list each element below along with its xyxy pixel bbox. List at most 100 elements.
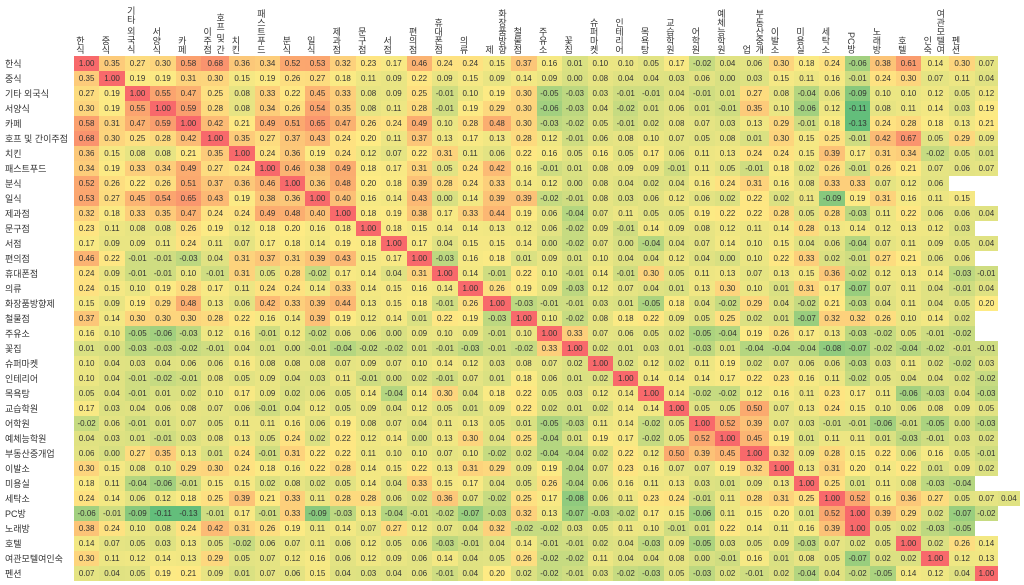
heatmap-cell: 0.13 [794, 401, 819, 416]
heatmap-cell: 0.19 [458, 101, 483, 116]
heatmap-cell: 0.18 [356, 236, 381, 251]
heatmap-cell: 0.01 [870, 431, 895, 446]
heatmap-cell: 0.09 [769, 536, 794, 551]
heatmap-cell: 0.33 [280, 506, 305, 521]
heatmap-cell: -0.02 [305, 326, 330, 341]
heatmap-cell: 0.05 [975, 401, 998, 416]
heatmap-cell: -0.01 [949, 341, 974, 356]
heatmap-cell: 0.05 [949, 146, 974, 161]
heatmap-cell: 0.07 [458, 371, 483, 386]
heatmap-cell: 0.26 [511, 551, 536, 566]
heatmap-cell: 0.14 [356, 281, 381, 296]
heatmap-cell: 0.03 [562, 521, 587, 536]
heatmap-cell: -0.09 [305, 506, 330, 521]
row-header: 일식 [4, 191, 74, 206]
heatmap-cell: -0.06 [870, 416, 895, 431]
heatmap-cell: 0.15 [458, 71, 483, 86]
heatmap-cell: 0.28 [819, 446, 844, 461]
heatmap-cell: 0.02 [588, 446, 613, 461]
heatmap-cell: -0.01 [255, 446, 280, 461]
heatmap-cell: 0.22 [896, 206, 921, 221]
heatmap-cell: 0.06 [949, 161, 974, 176]
heatmap-cell: 0.07 [975, 161, 998, 176]
heatmap-cell: 0.12 [280, 551, 305, 566]
heatmap-cell: 0.07 [870, 281, 895, 296]
heatmap-cell: 0.01 [769, 311, 794, 326]
heatmap-cell: 0.05 [794, 206, 819, 221]
heatmap-cell: 1.00 [432, 266, 457, 281]
heatmap-cell: 0.10 [588, 251, 613, 266]
heatmap-cell: 0.08 [280, 356, 305, 371]
heatmap-cell: 0.12 [537, 131, 562, 146]
heatmap-cell: 0.06 [949, 251, 974, 266]
heatmap-cell: 0.00 [949, 416, 974, 431]
heatmap-cell: 0.47 [125, 116, 150, 131]
heatmap-cell: 0.15 [769, 71, 794, 86]
heatmap-cell: 0.14 [458, 221, 483, 236]
heatmap-cell: 0.11 [715, 506, 740, 521]
heatmap-cell: 0.32 [845, 311, 870, 326]
heatmap-cell: 0.15 [407, 221, 432, 236]
heatmap-cell: 0.15 [99, 281, 124, 296]
heatmap-cell: 0.22 [638, 311, 663, 326]
heatmap-cell: 0.11 [896, 296, 921, 311]
heatmap-cell: 0.11 [769, 521, 794, 536]
heatmap-cell: -0.01 [845, 71, 870, 86]
heatmap-cell: 0.09 [356, 356, 381, 371]
heatmap-cell: 0.22 [769, 251, 794, 266]
heatmap-cell: 0.02 [255, 476, 280, 491]
heatmap-cell: 0.00 [381, 371, 406, 386]
heatmap-cell: -0.02 [689, 386, 714, 401]
heatmap-cell: 0.08 [921, 401, 949, 416]
heatmap-cell: 0.12 [458, 356, 483, 371]
heatmap-cell: 0.25 [511, 491, 536, 506]
heatmap-cell: 0.32 [330, 56, 355, 71]
heatmap-cell: 0.12 [356, 536, 381, 551]
col-header: 편의점 [407, 4, 432, 56]
heatmap-cell: 0.19 [975, 101, 998, 116]
heatmap-cell: 0.19 [537, 461, 562, 476]
heatmap-cell: 0.19 [483, 86, 511, 101]
heatmap-cell: 0.00 [280, 341, 305, 356]
heatmap-cell: -0.01 [255, 326, 280, 341]
col-header: 기타 외국식 [125, 4, 150, 56]
heatmap-cell: 0.09 [432, 71, 457, 86]
heatmap-cell: 0.31 [99, 116, 124, 131]
heatmap-cell: 0.39 [740, 416, 768, 431]
heatmap-cell: 0.48 [330, 176, 355, 191]
heatmap-cell: 0.17 [381, 56, 406, 71]
heatmap-cell: 0.09 [537, 71, 562, 86]
heatmap-cell: -0.01 [664, 521, 689, 536]
heatmap-cell: 0.18 [99, 206, 124, 221]
row-header: 호프 및 간이주점 [4, 131, 74, 146]
row-header: 서양식 [4, 101, 74, 116]
heatmap-cell: -0.02 [74, 416, 99, 431]
heatmap-cell: 0.32 [511, 506, 536, 521]
heatmap-cell: 0.04 [949, 566, 974, 581]
heatmap-cell: 0.39 [870, 506, 895, 521]
heatmap-cell: 0.04 [638, 251, 663, 266]
heatmap-cell: 0.22 [305, 446, 330, 461]
heatmap-cell: 0.05 [819, 551, 844, 566]
heatmap-cell: 0.10 [458, 86, 483, 101]
heatmap-cell: 0.25 [201, 491, 229, 506]
heatmap-cell: 0.40 [330, 191, 355, 206]
heatmap-cell: 0.01 [740, 131, 768, 146]
heatmap-cell: 0.03 [689, 476, 714, 491]
heatmap-cell: 0.19 [99, 86, 124, 101]
heatmap-cell: 0.31 [176, 71, 201, 86]
heatmap-cell: 0.15 [201, 476, 229, 491]
heatmap-cell: 0.39 [407, 176, 432, 191]
heatmap-cell: 0.05 [638, 206, 663, 221]
heatmap-cell: 0.06 [150, 401, 175, 416]
heatmap-cell: 1.00 [638, 386, 663, 401]
heatmap-cell: 0.05 [330, 386, 355, 401]
heatmap-cell: 0.14 [305, 281, 330, 296]
heatmap-cell: 0.02 [715, 191, 740, 206]
heatmap-cell: 0.05 [870, 521, 895, 536]
heatmap-cell: 0.01 [794, 431, 819, 446]
heatmap-cell: 0.06 [819, 356, 844, 371]
heatmap-cell: -0.01 [845, 161, 870, 176]
heatmap-cell: 0.08 [201, 371, 229, 386]
heatmap-cell: 0.25 [715, 311, 740, 326]
